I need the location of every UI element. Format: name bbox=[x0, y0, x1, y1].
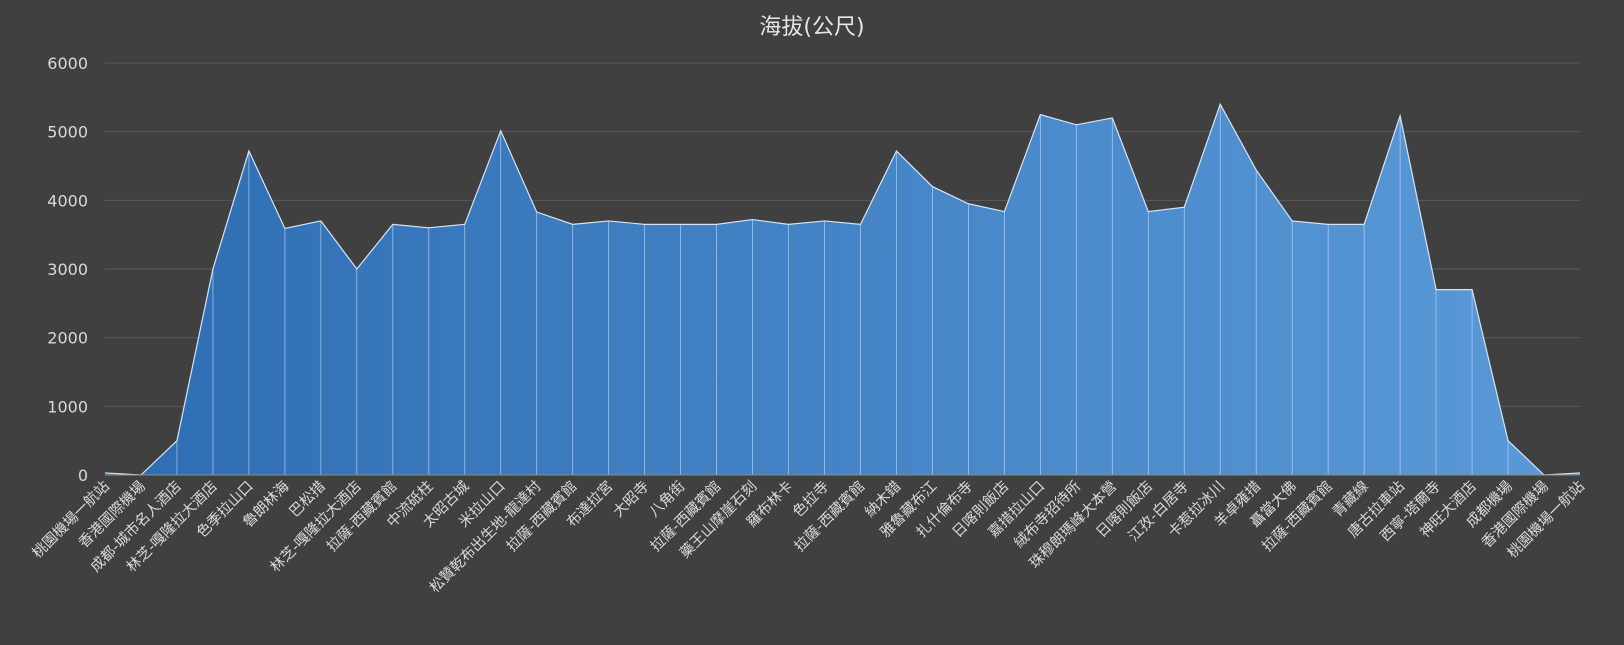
y-tick-label: 2000 bbox=[47, 329, 88, 348]
y-tick-label: 4000 bbox=[47, 191, 88, 210]
x-axis-ticks: 桃園機場一航站香港國際機場成都-城市名人酒店林芝-嘎隆拉大酒店色季拉山口魯朗林海… bbox=[29, 477, 1588, 596]
area-fill bbox=[105, 104, 1580, 475]
y-tick-label: 1000 bbox=[47, 397, 88, 416]
area-series bbox=[104, 102, 1581, 476]
y-tick-label: 5000 bbox=[47, 123, 88, 142]
y-tick-label: 0 bbox=[78, 466, 88, 485]
series-line bbox=[104, 102, 1581, 476]
x-tick-label: 大昭寺 bbox=[610, 478, 653, 521]
y-axis-ticks: 0 1000 2000 3000 4000 5000 6000 bbox=[47, 54, 88, 485]
y-tick-label: 3000 bbox=[47, 260, 88, 279]
chart-title: 海拔(公尺) bbox=[759, 15, 864, 40]
y-tick-label: 6000 bbox=[47, 54, 88, 73]
